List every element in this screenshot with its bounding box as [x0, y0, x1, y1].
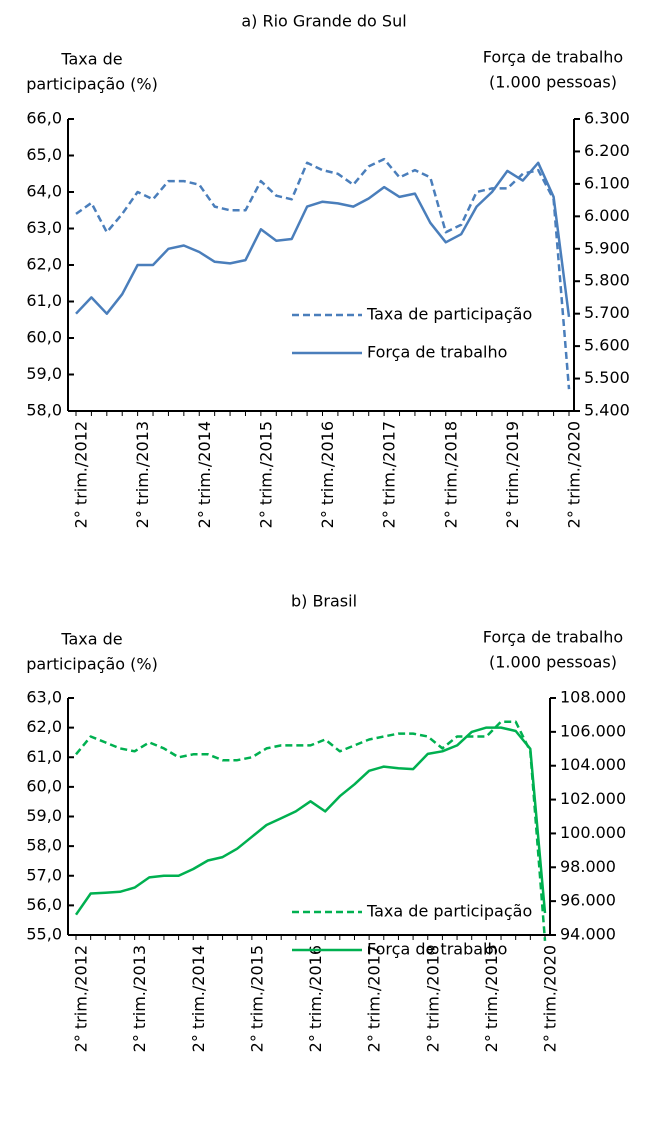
y-tick-label: 66,0 [26, 109, 62, 128]
y2-tick-label: 5.500 [584, 368, 630, 387]
x-tick-label: 2° trim./2019 [482, 945, 501, 1052]
y-tick-label: 64,0 [26, 182, 62, 201]
y-tick-label: 58,0 [26, 401, 62, 420]
x-tick-label: 2° trim./2019 [503, 421, 522, 528]
y2-tick-label: 96.000 [560, 891, 616, 910]
y2-tick-label: 100.000 [560, 823, 626, 842]
series-line [75, 161, 571, 318]
y2-tick-label: 106.000 [560, 721, 626, 740]
y2-tick-label: 5.700 [584, 303, 630, 322]
y-tick-label: 62,0 [26, 717, 62, 736]
y2-tick-label: 94.000 [560, 925, 616, 944]
x-tick-label: 2° trim./2015 [256, 421, 275, 528]
y-tick-label: 56,0 [26, 895, 62, 914]
y-tick-label: 59,0 [26, 806, 62, 825]
y-tick-label: 63,0 [26, 688, 62, 707]
y-tick-label: 58,0 [26, 836, 62, 855]
y-tick-label: 61,0 [26, 291, 62, 310]
y2-axis-title: Força de trabalho [483, 628, 623, 647]
x-tick-label: 2° trim./2013 [130, 945, 149, 1052]
y-tick-label: 59,0 [26, 364, 62, 383]
x-tick-label: 2° trim./2017 [380, 421, 399, 528]
x-tick-label: 2° trim./2020 [541, 945, 560, 1052]
x-tick-label: 2° trim./2016 [306, 945, 325, 1052]
y-tick-label: 57,0 [26, 865, 62, 884]
y-tick-label: 63,0 [26, 218, 62, 237]
legend-label: Taxa de participação [366, 305, 532, 324]
x-tick-label: 2° trim./2020 [565, 421, 584, 528]
chart-title: a) Rio Grande do Sul [241, 12, 406, 31]
y2-tick-label: 104.000 [560, 755, 626, 774]
y2-tick-label: 108.000 [560, 688, 626, 707]
x-tick-label: 2° trim./2012 [72, 421, 91, 528]
y-tick-label: 65,0 [26, 145, 62, 164]
x-tick-label: 2° trim./2016 [318, 421, 337, 528]
y2-tick-label: 6.300 [584, 109, 630, 128]
x-tick-label: 2° trim./2018 [441, 421, 460, 528]
x-tick-label: 2° trim./2014 [189, 945, 208, 1052]
y2-axis-title: Força de trabalho [483, 48, 623, 67]
y-tick-label: 55,0 [26, 925, 62, 944]
y-tick-label: 62,0 [26, 255, 62, 274]
y-tick-label: 60,0 [26, 776, 62, 795]
y2-tick-label: 6.200 [584, 141, 630, 160]
y-axis-title: participação (%) [26, 655, 158, 674]
y-axis-title: Taxa de [60, 50, 122, 69]
x-tick-label: 2° trim./2015 [247, 945, 266, 1052]
x-tick-label: 2° trim./2018 [423, 945, 442, 1052]
y-tick-label: 60,0 [26, 328, 62, 347]
y2-tick-label: 98.000 [560, 857, 616, 876]
y-axis-title: participação (%) [26, 75, 158, 94]
y2-tick-label: 102.000 [560, 789, 626, 808]
y2-tick-label: 5.900 [584, 238, 630, 257]
series-line [74, 726, 547, 916]
legend-label: Força de trabalho [367, 940, 507, 959]
y2-tick-label: 6.100 [584, 173, 630, 192]
y2-tick-label: 5.400 [584, 401, 630, 420]
chart-title: b) Brasil [291, 592, 357, 611]
series-line [75, 157, 571, 390]
y2-tick-label: 5.600 [584, 336, 630, 355]
y-tick-label: 61,0 [26, 747, 62, 766]
y2-tick-label: 5.800 [584, 271, 630, 290]
y-axis-title: Taxa de [60, 630, 122, 649]
x-tick-label: 2° trim./2017 [365, 945, 384, 1052]
x-tick-label: 2° trim./2014 [195, 421, 214, 528]
x-tick-label: 2° trim./2012 [72, 945, 91, 1052]
legend-label: Força de trabalho [367, 343, 507, 362]
y2-axis-title: (1.000 pessoas) [489, 73, 617, 92]
y2-tick-label: 6.000 [584, 206, 630, 225]
y2-axis-title: (1.000 pessoas) [489, 653, 617, 672]
x-tick-label: 2° trim./2013 [133, 421, 152, 528]
legend-label: Taxa de participação [366, 902, 532, 921]
